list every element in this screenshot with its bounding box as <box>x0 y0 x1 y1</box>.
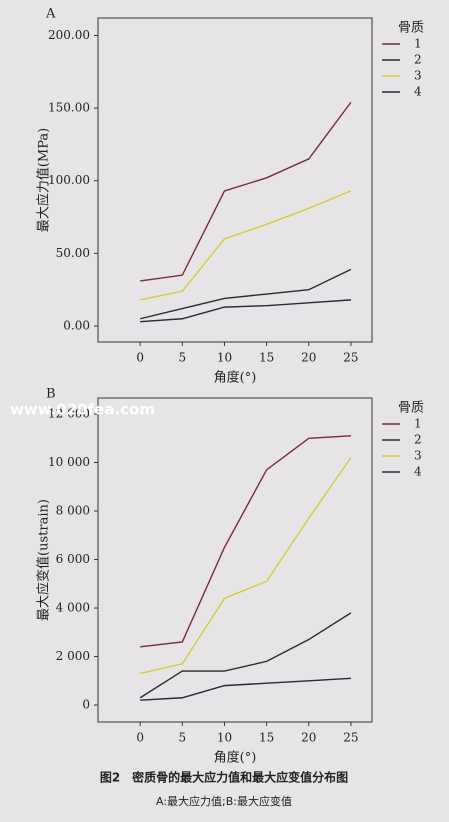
x-tick-label: 20 <box>301 351 316 365</box>
x-tick-label: 20 <box>301 731 316 745</box>
line <box>140 101 352 282</box>
line <box>140 299 351 323</box>
x-tick-label: 15 <box>259 351 274 365</box>
y-tick-label: 200.00 <box>48 28 90 42</box>
line <box>140 677 351 701</box>
figure-title: 图2 密质骨的最大应力值和最大应变值分布图 <box>100 770 348 785</box>
line <box>140 190 352 301</box>
legend-label: 1 <box>414 37 422 51</box>
x-tick-label: 5 <box>178 731 186 745</box>
legend-label: 4 <box>414 85 422 99</box>
x-tick-label: 0 <box>136 731 144 745</box>
legend-title: 骨质 <box>398 21 424 36</box>
x-tick-label: 15 <box>259 731 274 745</box>
legend-label: 2 <box>414 53 422 67</box>
legend-label: 4 <box>414 465 422 479</box>
legend-label: 1 <box>414 417 422 431</box>
legend-label: 2 <box>414 433 422 447</box>
line <box>139 268 352 320</box>
panel-label: A <box>45 7 56 22</box>
plot-frame <box>97 397 373 723</box>
legend-label: 3 <box>414 449 422 463</box>
y-tick-label: 8 000 <box>56 504 90 518</box>
line <box>139 612 352 699</box>
y-tick-label: 10 000 <box>48 455 90 469</box>
x-tick-label: 10 <box>217 731 232 745</box>
x-axis-label: 角度(°) <box>214 750 257 766</box>
line <box>139 457 352 675</box>
y-tick-label: 0.00 <box>63 319 90 333</box>
panel-label: B <box>46 387 56 402</box>
y-axis-label: 最大应力值(MPa) <box>36 128 52 232</box>
y-tick-label: 150.00 <box>48 101 90 115</box>
y-tick-label: 2 000 <box>56 649 90 663</box>
plot-frame <box>97 17 373 343</box>
legend-title: 骨质 <box>398 401 424 416</box>
y-tick-label: 0 <box>82 698 90 712</box>
x-axis-label: 角度(°) <box>214 370 257 386</box>
x-tick-label: 0 <box>136 351 144 365</box>
y-tick-label: 100.00 <box>48 173 90 187</box>
y-axis-label: 最大应变值(ustrain) <box>36 499 52 621</box>
x-tick-label: 5 <box>178 351 186 365</box>
line <box>140 435 351 648</box>
x-tick-label: 10 <box>217 351 232 365</box>
x-tick-label: 25 <box>343 351 358 365</box>
watermark: www.020fea.com <box>10 401 155 419</box>
figure-subtitle: A:最大应力值;B:最大应变值 <box>156 794 292 808</box>
y-tick-label: 4 000 <box>56 601 90 615</box>
y-tick-label: 12 000 <box>48 407 90 421</box>
x-tick-label: 25 <box>343 731 358 745</box>
y-tick-label: 6 000 <box>56 552 90 566</box>
legend-label: 3 <box>414 69 422 83</box>
y-tick-label: 50.00 <box>56 246 90 260</box>
